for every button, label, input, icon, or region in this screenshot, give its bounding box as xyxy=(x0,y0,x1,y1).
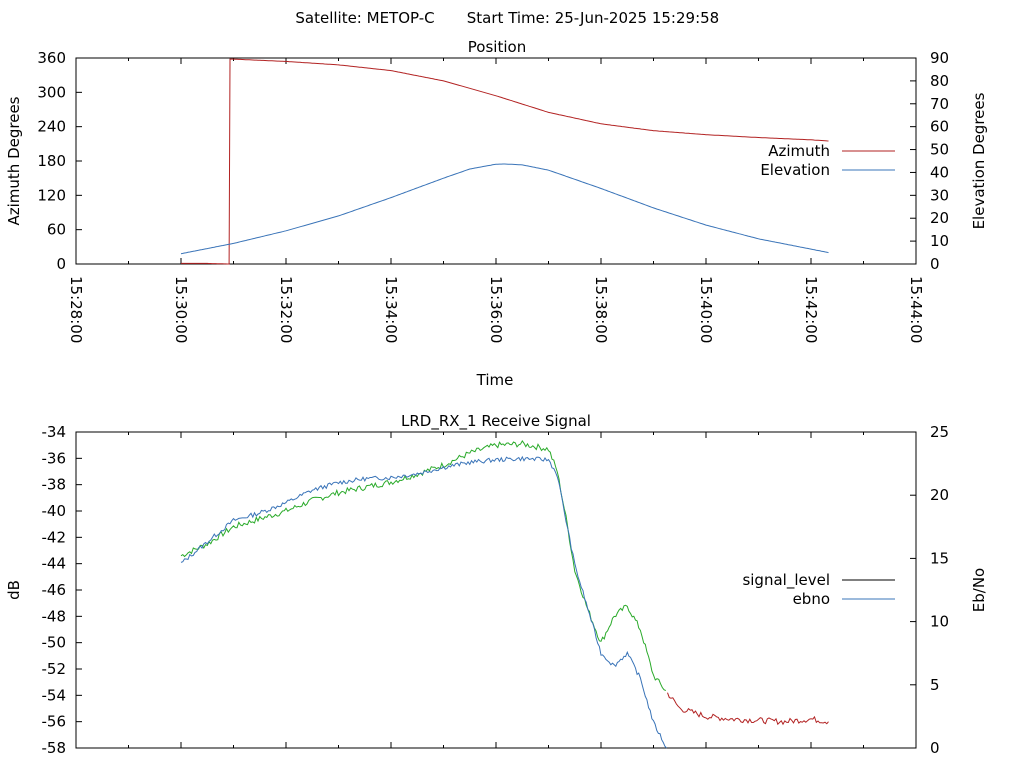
receive-y-axis-label: dB xyxy=(5,580,23,600)
position-y2-tick-label: 90 xyxy=(930,49,949,67)
position-y2-tick-label: 20 xyxy=(930,209,949,227)
position-y-tick-label: 240 xyxy=(37,118,66,136)
position-x-tick-label: 15:38:00 xyxy=(592,276,610,343)
position-chart-title: Position xyxy=(468,38,526,56)
receive-y-tick-label: -44 xyxy=(42,555,67,573)
position-y-tick-label: 360 xyxy=(37,49,66,67)
position-y-axis-label: Azimuth Degrees xyxy=(5,96,23,225)
elevation-series-line xyxy=(180,163,829,255)
position-y2-tick-label: 70 xyxy=(930,95,949,113)
legend-elevation-label: Elevation xyxy=(760,161,830,179)
position-y2-tick-label: 30 xyxy=(930,186,949,204)
receive-signal-chart: LRD_RX_1 Receive Signal dB Eb/No -58 -56 -… xyxy=(5,412,988,757)
receive-y-tick-label: -36 xyxy=(42,449,67,467)
legend-signal-level-label: signal_level xyxy=(742,571,830,590)
receive-y-tick-label: -58 xyxy=(42,739,67,757)
position-x-tick-label: 15:30:00 xyxy=(172,276,190,343)
receive-y-tick-label: -52 xyxy=(42,660,67,678)
position-y-tick-label: 300 xyxy=(37,83,66,101)
ebno-series-line xyxy=(180,455,667,749)
position-x-tick-label: 15:44:00 xyxy=(907,276,925,343)
receive-y-tick-label: -48 xyxy=(42,607,67,625)
receive-chart-title: LRD_RX_1 Receive Signal xyxy=(401,412,591,431)
receive-y-tick-label: -34 xyxy=(42,423,67,441)
position-y-tick-label: 0 xyxy=(56,255,66,273)
position-y2-tick-label: 60 xyxy=(930,118,949,136)
start-time-label: Start Time: 25-Jun-2025 15:29:58 xyxy=(467,9,719,27)
position-x-tick-label: 15:34:00 xyxy=(382,276,400,343)
receive-y2-tick-label: 25 xyxy=(930,423,949,441)
position-x-tick-label: 15:42:00 xyxy=(802,276,820,343)
position-y-tick-label: 60 xyxy=(47,221,66,239)
receive-y-tick-label: -46 xyxy=(42,581,67,599)
receive-y2-tick-label: 0 xyxy=(930,739,940,757)
receive-y2-tick-label: 15 xyxy=(930,549,949,567)
position-x-tick-label: 15:32:00 xyxy=(277,276,295,343)
signal-level-noise-floor-line xyxy=(667,692,829,726)
position-x-axis-label: Time xyxy=(476,371,514,389)
receive-y2-tick-label: 5 xyxy=(930,676,940,694)
receive-y-tick-label: -38 xyxy=(42,476,67,494)
position-y2-tick-label: 0 xyxy=(930,255,940,273)
position-x-tick-label: 15:36:00 xyxy=(487,276,505,343)
position-y2-axis-label: Elevation Degrees xyxy=(970,92,988,229)
receive-y2-tick-label: 10 xyxy=(930,613,949,631)
receive-y2-tick-label: 20 xyxy=(930,486,949,504)
signal-level-series-line xyxy=(180,439,667,692)
receive-legend: signal_level ebno xyxy=(742,571,895,608)
position-y2-tick-label: 40 xyxy=(930,163,949,181)
position-y2-tick-label: 10 xyxy=(930,232,949,250)
receive-y-tick-label: -50 xyxy=(42,634,67,652)
legend-ebno-label: ebno xyxy=(793,590,830,608)
receive-y-tick-label: -42 xyxy=(42,528,67,546)
position-y-tick-label: 120 xyxy=(37,186,66,204)
position-y-tick-label: 180 xyxy=(37,152,66,170)
receive-plot-frame xyxy=(75,431,917,749)
receive-y-tick-label: -56 xyxy=(42,713,67,731)
receive-y-tick-label: -40 xyxy=(42,502,67,520)
azimuth-series-line xyxy=(181,58,829,265)
position-y2-tick-label: 80 xyxy=(930,72,949,90)
satellite-label: Satellite: METOP-C xyxy=(295,9,434,27)
legend-azimuth-label: Azimuth xyxy=(768,142,830,160)
receive-y-tick-label: -54 xyxy=(42,686,67,704)
receive-y2-axis-label: Eb/No xyxy=(970,568,988,612)
position-x-tick-label: 15:28:00 xyxy=(67,276,85,343)
position-chart: Position Azimuth Degrees Elevation Degre… xyxy=(5,38,988,389)
position-y2-tick-label: 50 xyxy=(930,141,949,159)
position-x-tick-label: 15:40:00 xyxy=(697,276,715,343)
position-legend: Azimuth Elevation xyxy=(760,142,895,179)
